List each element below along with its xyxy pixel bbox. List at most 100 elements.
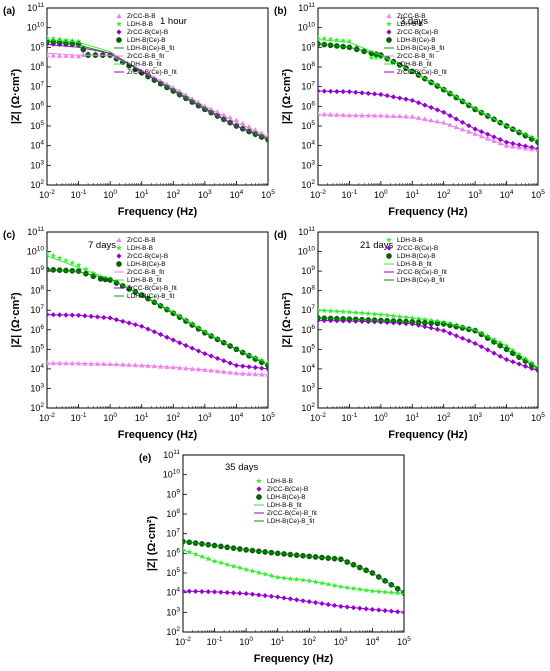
x-tick-label: 102 [437, 412, 451, 423]
series-markers [318, 315, 538, 372]
x-axis-label: Frequency (Hz) [388, 206, 468, 218]
data-point [80, 52, 86, 57]
legend-label: LDH-B-B_fit [127, 61, 162, 68]
y-tick-label: 106 [301, 324, 315, 335]
x-tick-label: 100 [103, 189, 117, 200]
legend-label: ZrCC-B(Ce)-B [397, 245, 438, 252]
data-point [321, 111, 327, 117]
data-point [69, 53, 75, 59]
y-tick-label: 105 [30, 343, 44, 354]
x-tick-label: 104 [500, 189, 514, 200]
y-tick-label: 1011 [163, 449, 180, 460]
data-point [94, 361, 101, 366]
data-point [113, 361, 120, 367]
x-axis-label: Frequency (Hz) [118, 206, 198, 218]
data-point [334, 37, 340, 43]
legend: ZrCC-B-BLDH-B-BZrCC-B(Ce)-BLDH-B(Ce)-BLD… [384, 13, 447, 76]
legend-label: LDH-B-B_fit [267, 502, 302, 509]
x-tick-label: 101 [405, 412, 419, 423]
data-point [69, 268, 76, 274]
fit-line [47, 52, 268, 137]
data-point [327, 112, 334, 117]
x-tick-label: 100 [103, 412, 117, 423]
fit-line [183, 549, 404, 595]
fit-line [47, 269, 268, 366]
legend-label: ZrCC-B-B [127, 13, 156, 20]
data-point [50, 252, 57, 259]
panel-label: (d) [274, 230, 287, 241]
y-tick-label: 105 [301, 120, 315, 131]
x-tick-label: 10-2 [39, 189, 55, 200]
plot-area [318, 34, 538, 153]
y-tick-label: 105 [166, 567, 180, 578]
legend-label: LDH-B-B [267, 478, 293, 485]
legend-marker [256, 478, 262, 484]
x-tick-label: 10-1 [71, 412, 87, 423]
legend-marker [116, 21, 122, 27]
data-point [378, 112, 384, 118]
y-tick-label: 109 [30, 41, 44, 52]
y-axis-label: |Z| (Ω·cm²) [281, 292, 293, 348]
y-tick-label: 106 [30, 100, 44, 111]
legend: ZrCC-B-BLDH-B-BZrCC-B(Ce)-BLDH-B(Ce)-BZr… [114, 237, 177, 300]
y-tick-label: 109 [301, 265, 315, 276]
legend-marker [386, 253, 392, 259]
x-tick-label: 100 [374, 189, 388, 200]
y-tick-label: 103 [30, 382, 44, 393]
legend-marker [386, 13, 392, 19]
legend-marker [386, 29, 392, 35]
legend-label: LDH-B-B [127, 21, 153, 28]
legend-label: ZrCC-B-B_fit [397, 53, 434, 60]
panel-label: (e) [139, 453, 151, 464]
panel-title: 21 days [360, 240, 394, 251]
legend-marker [256, 486, 262, 492]
x-axis-label: Frequency (Hz) [254, 653, 334, 665]
fit-line [318, 309, 538, 368]
x-tick-label: 102 [437, 189, 451, 200]
data-point [318, 34, 321, 41]
data-point [63, 37, 69, 43]
y-tick-label: 1011 [298, 2, 315, 13]
y-tick-label: 105 [301, 343, 315, 354]
legend: LDH-B-BZrCC-B(Ce)-BLDH-B(Ce)-BLDH-B-B_fi… [254, 478, 317, 525]
x-tick-label: 10-2 [310, 412, 326, 423]
data-point [47, 250, 50, 256]
y-tick-label: 108 [166, 508, 180, 519]
panel-label: (a) [3, 6, 15, 17]
y-tick-label: 103 [301, 159, 315, 170]
legend-label: ZrCC-B(Ce)-B_fit [267, 510, 317, 517]
data-point [47, 360, 50, 366]
panel-a: 10-2 10-1 100 101 102 103 104 105 102 103 104 105 10… [3, 2, 275, 218]
legend-marker [116, 29, 122, 35]
x-tick-label: 103 [198, 189, 212, 200]
legend-marker [116, 237, 122, 243]
legend-marker [116, 245, 122, 251]
data-point [69, 259, 76, 266]
legend-label: ZrCC-B(Ce)-B [397, 29, 438, 36]
data-point [346, 38, 353, 44]
legend-label: LDH-B-B [127, 245, 153, 252]
legend-label: LDH-B(Ce)-B_fit [397, 45, 445, 52]
legend-label: LDH-B(Ce)-B_fit [267, 518, 315, 525]
x-tick-label: 105 [261, 189, 275, 200]
panel-d: 10-2 10-1 100 101 102 103 104 105 102 103 104 105 10… [274, 226, 545, 441]
legend-label: ZrCC-B(Ce)-B [127, 29, 168, 36]
data-point [56, 255, 63, 261]
legend-label: ZrCC-B-B_fit [127, 53, 164, 60]
legend-marker [116, 13, 122, 19]
data-point [50, 52, 56, 58]
data-point [101, 361, 107, 366]
y-tick-label: 1011 [27, 2, 44, 13]
y-tick-label: 106 [301, 100, 315, 111]
x-tick-label: 103 [198, 412, 212, 423]
legend-label: LDH-B-B_fit [127, 277, 162, 284]
plot-frame [46, 7, 269, 186]
data-point [57, 53, 63, 58]
y-tick-label: 1010 [298, 246, 316, 257]
data-point [265, 362, 268, 369]
x-tick-label: 105 [531, 189, 545, 200]
y-tick-label: 1011 [298, 226, 315, 237]
data-point [321, 35, 328, 42]
legend-marker [256, 494, 262, 500]
x-tick-label: 103 [468, 412, 482, 423]
